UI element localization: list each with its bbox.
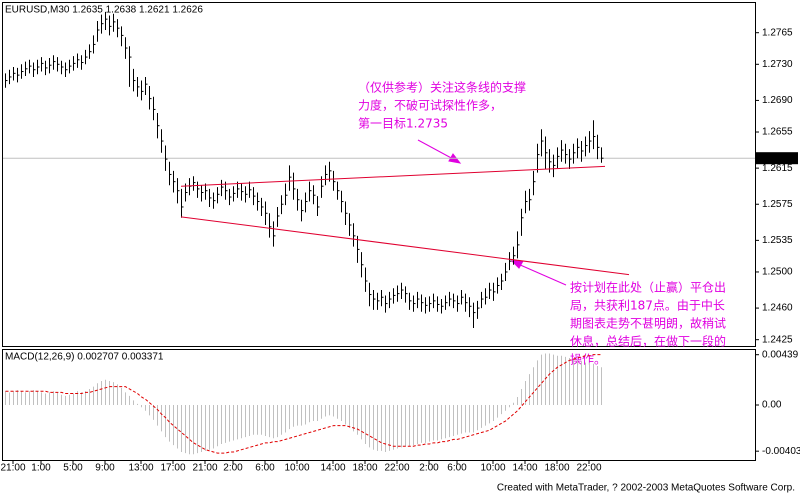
annotation: 力度，不破可试探性作多， bbox=[358, 98, 502, 113]
x-tick-label: 21:00 bbox=[0, 463, 25, 474]
y-tick-label: -0.00403 bbox=[762, 446, 800, 457]
x-tick-label: 1:00 bbox=[31, 463, 51, 474]
x-tick-label: 14:00 bbox=[512, 463, 537, 474]
x-tick-label: 2:00 bbox=[223, 463, 243, 474]
x-tick-label: 5:00 bbox=[63, 463, 83, 474]
annotation: 操作。 bbox=[570, 352, 606, 367]
arrowhead bbox=[510, 260, 524, 269]
x-tick-label: 13:00 bbox=[128, 463, 153, 474]
y-tick-label: 1.2730 bbox=[762, 59, 793, 70]
annotation: 按计划在此处（止赢）平仓出 bbox=[570, 280, 726, 295]
y-tick-label: 1.2575 bbox=[762, 199, 793, 210]
current-price-box bbox=[756, 152, 798, 165]
x-tick-label: 9:00 bbox=[95, 463, 115, 474]
trend-line bbox=[180, 216, 630, 276]
y-tick-label: 1.2615 bbox=[762, 163, 793, 174]
y-tick-label: 1.2425 bbox=[762, 334, 793, 345]
x-tick-label: 14:00 bbox=[320, 463, 345, 474]
y-tick-label: 0.00439 bbox=[762, 349, 799, 360]
x-tick-label: 6:00 bbox=[255, 463, 275, 474]
arrow bbox=[417, 139, 456, 161]
x-tick-label: 21:00 bbox=[192, 463, 217, 474]
y-tick-label: 1.2690 bbox=[762, 95, 793, 106]
price-panel bbox=[2, 2, 756, 347]
annotation: 期图表走势不甚明朗，故稍试 bbox=[570, 316, 726, 331]
y-tick-label: 1.2765 bbox=[762, 27, 793, 38]
footer: Created with MetaTrader, ? 2002-2003 Met… bbox=[497, 483, 795, 494]
current-price-label: 1.2626 bbox=[762, 153, 793, 164]
macd-panel bbox=[2, 349, 756, 461]
annotation: （仅供参考）关注这条线的支撑 bbox=[358, 80, 526, 95]
x-tick-label: 17:00 bbox=[160, 463, 185, 474]
arrow bbox=[517, 263, 567, 286]
annotation: 休息，总结后，在做下一段的 bbox=[570, 334, 726, 349]
x-tick-label: 10:00 bbox=[480, 463, 505, 474]
trend-line bbox=[180, 165, 606, 187]
x-tick-label: 22:00 bbox=[576, 463, 601, 474]
signal-line bbox=[5, 354, 602, 454]
annotation: 第一目标1.2735 bbox=[358, 117, 448, 131]
y-tick-label: 0.00 bbox=[762, 400, 782, 411]
y-tick-label: 1.2500 bbox=[762, 267, 793, 278]
chart-title: EURUSD,M30 1.2635 1.2638 1.2621 1.2626 bbox=[5, 5, 203, 16]
annotation: 局，共获利187点。由于中长 bbox=[570, 298, 725, 313]
x-tick-label: 10:00 bbox=[284, 463, 309, 474]
y-tick-label: 1.2535 bbox=[762, 235, 793, 246]
x-tick-label: 2:00 bbox=[419, 463, 439, 474]
x-tick-label: 22:00 bbox=[384, 463, 409, 474]
x-tick-label: 18:00 bbox=[544, 463, 569, 474]
x-tick-label: 6:00 bbox=[447, 463, 467, 474]
x-tick-label: 18:00 bbox=[352, 463, 377, 474]
macd-title: MACD(12,26,9) 0.002707 0.003371 bbox=[5, 352, 164, 363]
y-tick-label: 1.2655 bbox=[762, 127, 793, 138]
y-tick-label: 1.2460 bbox=[762, 303, 793, 314]
